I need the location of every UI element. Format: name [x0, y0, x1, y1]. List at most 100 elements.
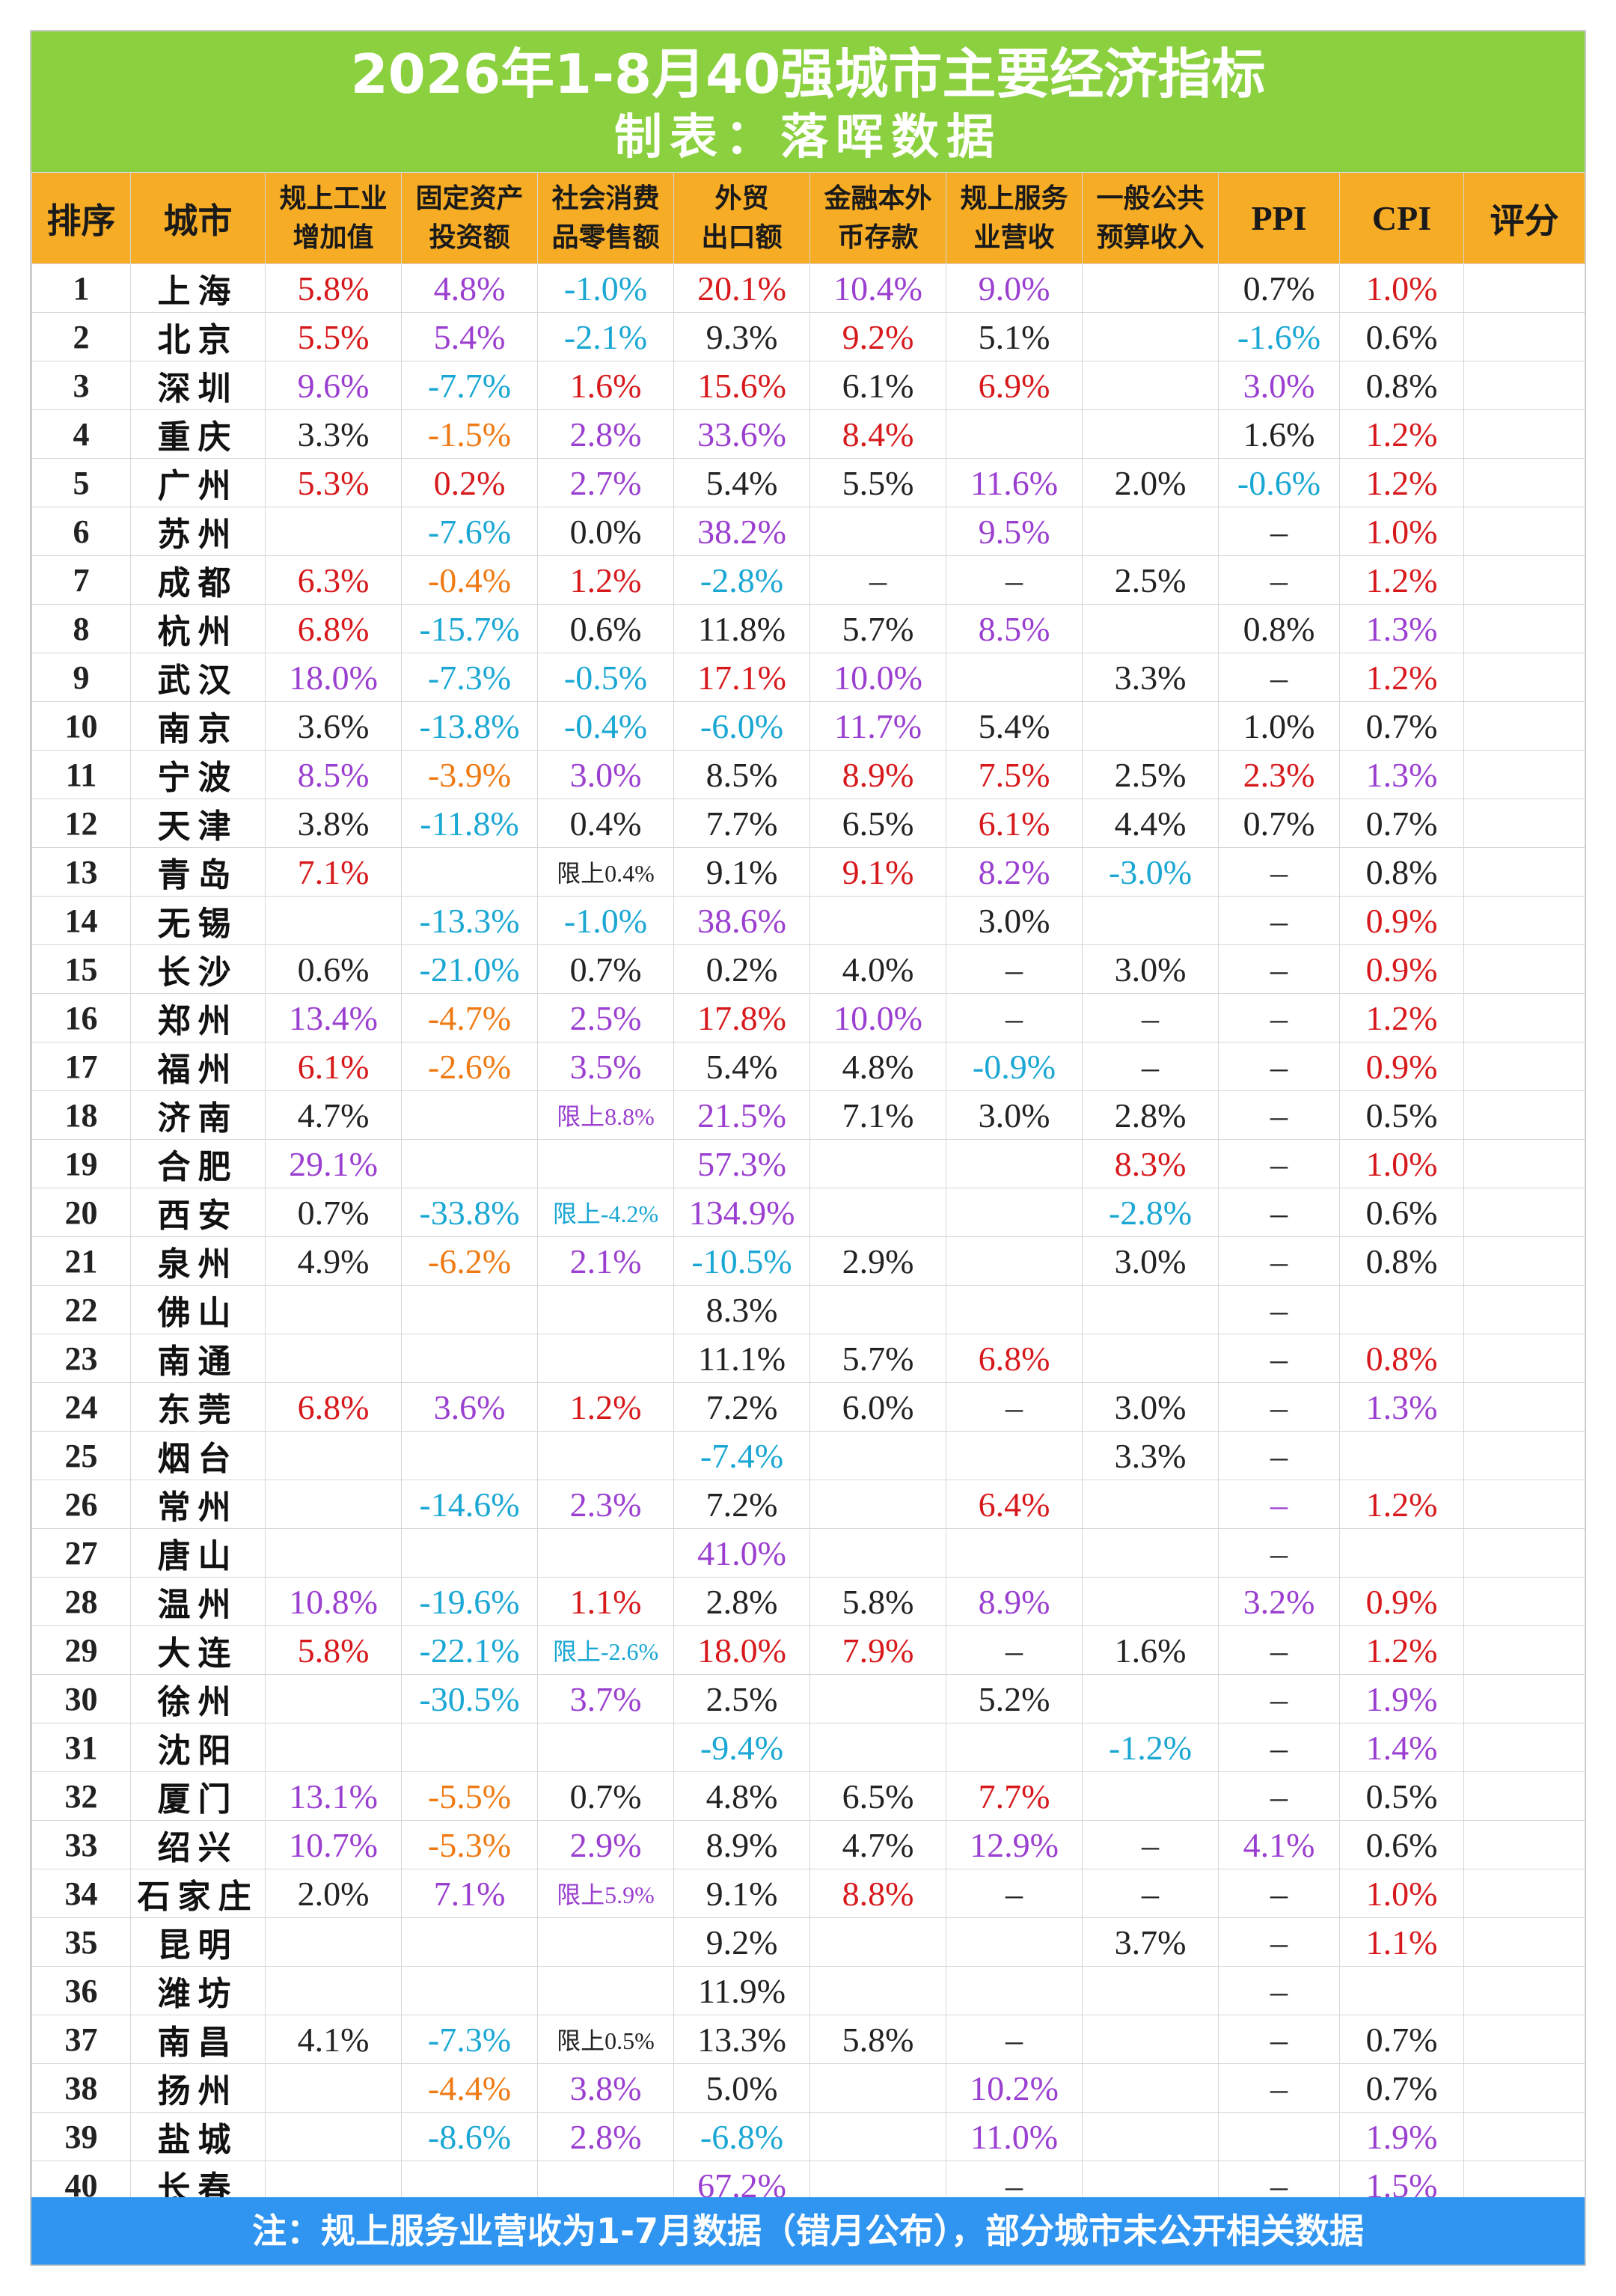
value-cell: -6.0% — [673, 701, 810, 751]
value-cell: 18.0% — [265, 653, 402, 702]
value-cell: -15.7% — [401, 604, 538, 653]
rank-cell: 36 — [31, 1966, 131, 2015]
value-cell — [1339, 1528, 1464, 1578]
value-cell: 6.1% — [265, 1042, 402, 1091]
value-cell: 8.4% — [809, 409, 946, 459]
table-row: 34 石家庄 2.0% 7.1% 限上5.9% 9.1% 8.8% – – –1.0% — [31, 1869, 1585, 1918]
city-cell: 徐州 — [130, 1674, 266, 1723]
city-cell: 南京 — [130, 701, 266, 751]
value-cell: 9.6% — [265, 361, 402, 410]
value-cell: 1.2% — [537, 1382, 674, 1432]
value-cell: 1.2% — [1339, 653, 1464, 702]
table-row: 10 南京 3.6% -13.8% -0.4% -6.0% 11.7% 5.4% 1.0% 0.7… — [31, 701, 1585, 751]
value-cell: 11.9% — [673, 1966, 810, 2015]
value-cell: – — [1218, 1090, 1340, 1140]
value-cell: 1.0% — [1339, 1869, 1464, 1918]
value-cell — [1082, 1285, 1219, 1334]
value-cell — [809, 1480, 946, 1529]
value-cell: – — [1218, 1674, 1340, 1723]
city-cell: 昆明 — [130, 1917, 266, 1967]
value-cell — [1218, 2112, 1340, 2161]
city-cell: 绍兴 — [130, 1820, 266, 1869]
city-cell: 无锡 — [130, 896, 266, 945]
value-cell — [1463, 2063, 1585, 2113]
value-cell: – — [946, 1382, 1083, 1432]
value-cell: 0.8% — [1339, 1334, 1464, 1383]
city-cell: 宁波 — [130, 750, 266, 799]
value-cell: – — [946, 993, 1083, 1042]
value-cell — [1082, 604, 1219, 653]
value-cell: 0.0% — [537, 507, 674, 556]
value-cell: 限上0.5% — [537, 2015, 674, 2064]
value-cell: 0.7% — [1339, 2015, 1464, 2064]
value-cell: 9.5% — [946, 507, 1083, 556]
value-cell: – — [946, 1869, 1083, 1918]
rank-cell: 31 — [31, 1723, 131, 1772]
value-cell: 10.0% — [809, 653, 946, 702]
rank-cell: 8 — [31, 604, 131, 653]
value-cell: -2.1% — [537, 312, 674, 361]
value-cell: 0.8% — [1339, 361, 1464, 410]
value-cell — [1463, 1236, 1585, 1286]
value-cell: 0.8% — [1218, 604, 1340, 653]
value-cell — [1463, 701, 1585, 751]
value-cell: 3.5% — [537, 1042, 674, 1091]
value-cell — [1082, 1480, 1219, 1529]
value-cell — [946, 1188, 1083, 1237]
rank-cell: 32 — [31, 1771, 131, 1821]
value-cell: 6.3% — [265, 555, 402, 605]
value-cell: 1.2% — [1339, 1625, 1464, 1675]
value-cell: 7.5% — [946, 750, 1083, 799]
rank-cell: 20 — [31, 1188, 131, 1237]
value-cell: – — [1218, 1236, 1340, 1286]
value-cell: -7.3% — [401, 653, 538, 702]
value-cell — [401, 1723, 538, 1772]
value-cell: -4.7% — [401, 993, 538, 1042]
value-cell: -7.4% — [673, 1431, 810, 1480]
value-cell: 3.7% — [537, 1674, 674, 1723]
table-row: 39 盐城 -8.6% 2.8% -6.8% 11.0% 1.9% — [31, 2112, 1585, 2161]
rank-cell: 17 — [31, 1042, 131, 1091]
city-cell: 东莞 — [130, 1382, 266, 1432]
value-cell: 2.5% — [1082, 750, 1219, 799]
value-cell: -10.5% — [673, 1236, 810, 1286]
table-row: 7 成都 6.3% -0.4% 1.2% -2.8% – –2.5% –1.2% — [31, 555, 1585, 605]
rank-cell: 16 — [31, 993, 131, 1042]
table-row: 20 西安 0.7% -33.8% 限上-4.2% 134.9% -2.8% –0.6% — [31, 1188, 1585, 1237]
value-cell: 3.0% — [1082, 1236, 1219, 1286]
rank-cell: 23 — [31, 1334, 131, 1383]
value-cell: 7.7% — [946, 1771, 1083, 1821]
value-cell: 1.0% — [1339, 1139, 1464, 1188]
value-cell: 4.1% — [265, 2015, 402, 2064]
value-cell — [809, 1528, 946, 1578]
value-cell: -0.4% — [401, 555, 538, 605]
value-cell — [1463, 409, 1585, 459]
rank-cell: 25 — [31, 1431, 131, 1480]
city-cell: 北京 — [130, 312, 266, 361]
value-cell — [265, 1285, 402, 1334]
value-cell: 1.3% — [1339, 750, 1464, 799]
city-cell: 南昌 — [130, 2015, 266, 2064]
value-cell: 21.5% — [673, 1090, 810, 1140]
header-exports: 外贸 出口额 — [673, 172, 810, 264]
city-cell: 武汉 — [130, 653, 266, 702]
value-cell: 0.5% — [1339, 1090, 1464, 1140]
value-cell: 9.2% — [809, 312, 946, 361]
value-cell: 0.7% — [1339, 2063, 1464, 2113]
value-cell: -19.6% — [401, 1577, 538, 1626]
value-cell: -0.5% — [537, 653, 674, 702]
value-cell — [1463, 507, 1585, 556]
value-cell: – — [1218, 1334, 1340, 1383]
value-cell: 38.2% — [673, 507, 810, 556]
value-cell: 0.6% — [265, 944, 402, 994]
value-cell: 0.7% — [1339, 701, 1464, 751]
value-cell — [537, 1917, 674, 1967]
value-cell: 0.7% — [537, 944, 674, 994]
value-cell — [401, 847, 538, 897]
value-cell — [1463, 458, 1585, 507]
table-row: 3 深圳 9.6% -7.7% 1.6% 15.6% 6.1% 6.9% 3.0% 0.8% — [31, 361, 1585, 410]
value-cell: 8.3% — [673, 1285, 810, 1334]
value-cell: 9.1% — [673, 1869, 810, 1918]
value-cell: 41.0% — [673, 1528, 810, 1578]
value-cell: – — [1218, 1869, 1340, 1918]
